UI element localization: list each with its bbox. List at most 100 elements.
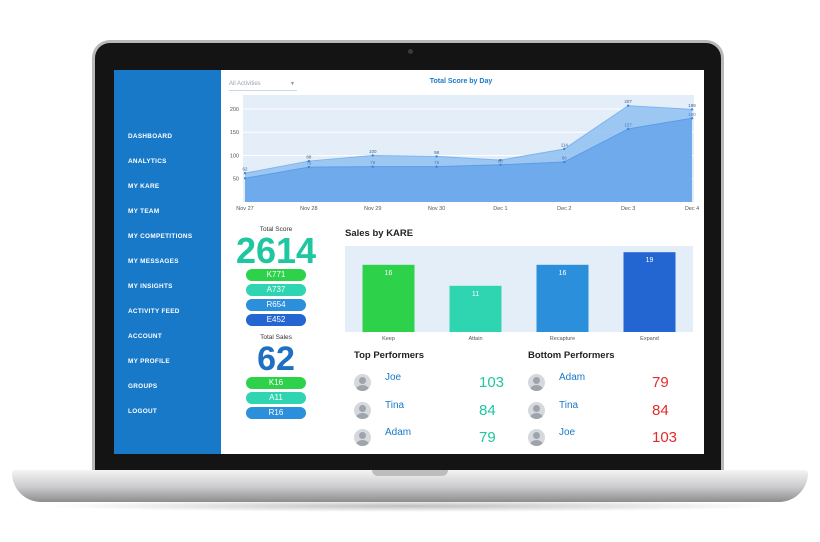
laptop-base [12, 470, 808, 502]
data-label: 80 [498, 158, 504, 163]
data-point [435, 155, 438, 158]
area-chart-title: Total Score by Day [429, 78, 493, 85]
data-point [435, 165, 438, 168]
data-point [626, 127, 630, 131]
data-point [371, 165, 374, 168]
app-screen: DASHBOARD ANALYTICS MY KARE MY TEAM MY C… [114, 70, 704, 454]
data-point [563, 160, 566, 164]
performer-score: 84 [652, 402, 669, 419]
bottom-performer-row[interactable]: Tina 84 [528, 400, 688, 422]
y-tick-label: 50 [233, 177, 239, 183]
data-point [499, 163, 502, 166]
y-tick-label: 150 [230, 130, 239, 136]
x-tick-label: Nov 27 [236, 206, 253, 212]
activity-filter-select[interactable]: All Activities ▼ [229, 79, 297, 91]
performer-name: Joe [385, 372, 402, 383]
x-tick-label: Nov 28 [300, 206, 317, 212]
performer-score: 103 [652, 429, 678, 446]
x-tick-label: Dec 1 [493, 206, 507, 212]
data-label: 114 [561, 142, 569, 147]
score-pill-recapture: R654 [246, 299, 306, 311]
total-sales-breakdown: K16 A11 R16 [229, 377, 323, 419]
sidebar-item-my-profile[interactable]: MY PROFILE [128, 358, 170, 365]
top-performers-title: Top Performers [354, 350, 425, 361]
total-score-area-chart: 50 100 150 200 62 88 100 98 114 207 199 75 76 76 80 86 1… [230, 95, 699, 212]
data-point [690, 117, 694, 120]
data-point [307, 159, 311, 163]
bar-expand [623, 252, 676, 332]
bottom-performer-row[interactable]: Adam 79 [528, 372, 688, 394]
sidebar-item-my-messages[interactable]: MY MESSAGES [128, 258, 179, 265]
total-score-breakdown: K771 A737 R654 E452 [229, 269, 323, 326]
data-point [243, 171, 247, 175]
data-label: 76 [434, 160, 440, 165]
performer-score: 84 [479, 402, 496, 419]
sales-pill-recapture: R16 [246, 407, 306, 419]
camera-icon [408, 49, 413, 54]
chevron-down-icon: ▼ [290, 81, 295, 87]
sidebar-item-my-kare[interactable]: MY KARE [128, 183, 160, 190]
bar-attain [449, 285, 502, 332]
top-performer-row[interactable]: Joe 103 [354, 372, 514, 394]
sidebar-nav: DASHBOARD ANALYTICS MY KARE MY TEAM MY C… [128, 132, 192, 432]
bar-value-label: 11 [472, 291, 479, 298]
x-tick-label: Nov 30 [428, 206, 445, 212]
sidebar-item-my-team[interactable]: MY TEAM [128, 208, 160, 215]
kare-chart-title: Sales by KARE [345, 228, 414, 239]
data-label: 86 [562, 155, 568, 160]
total-score-value: 2614 [235, 230, 317, 271]
data-point [499, 158, 502, 162]
avatar-icon [528, 402, 545, 419]
bar-value-label: 19 [646, 257, 654, 264]
laptop-shadow [40, 500, 780, 512]
data-point [243, 177, 247, 180]
avatar-icon [354, 374, 371, 391]
performer-name: Adam [559, 372, 586, 383]
laptop-notch [372, 470, 448, 476]
performer-score: 79 [652, 374, 669, 391]
sidebar-item-dashboard[interactable]: DASHBOARD [128, 133, 173, 140]
x-tick-label: Dec 4 [685, 206, 699, 212]
sales-pill-attain: A11 [246, 392, 306, 404]
bottom-performers-title: Bottom Performers [528, 350, 615, 361]
bottom-performer-row[interactable]: Joe 103 [528, 427, 688, 449]
top-performer-row[interactable]: Tina 84 [354, 400, 514, 422]
total-sales-value: 62 [257, 340, 295, 378]
sales-by-kare-bar-chart: 16 Keep 11 Attain 16 Recapture 19 Expand [345, 246, 693, 342]
sidebar-item-my-competitions[interactable]: MY COMPETITIONS [128, 233, 193, 240]
data-point [307, 165, 311, 169]
sales-pill-keep: K16 [246, 377, 306, 389]
bar-value-label: 16 [385, 270, 393, 277]
score-pill-expand: E452 [246, 314, 306, 326]
avatar-icon [528, 429, 545, 446]
performer-name: Joe [559, 427, 576, 438]
x-tick-label: Attain [468, 336, 482, 342]
data-label: 88 [306, 155, 312, 160]
data-label: 207 [624, 99, 632, 104]
x-tick-label: Nov 29 [364, 206, 381, 212]
bar-keep [362, 264, 415, 332]
sidebar-item-groups[interactable]: GROUPS [128, 383, 158, 390]
performer-score: 103 [479, 374, 505, 391]
data-point [371, 154, 374, 157]
top-performer-row[interactable]: Adam 79 [354, 427, 514, 449]
x-tick-label: Dec 3 [621, 206, 635, 212]
data-label: 75 [306, 161, 312, 166]
performer-score: 79 [479, 429, 496, 446]
avatar-icon [354, 429, 371, 446]
sidebar-item-logout[interactable]: LOGOUT [128, 408, 158, 415]
avatar-icon [528, 374, 545, 391]
performer-name: Adam [385, 427, 412, 438]
data-label: 180 [688, 112, 696, 117]
sidebar-item-activity-feed[interactable]: ACTIVITY FEED [128, 308, 180, 315]
total-score-label: Total Score [259, 226, 293, 233]
sidebar-item-account[interactable]: ACCOUNT [128, 333, 163, 340]
sidebar-item-analytics[interactable]: ANALYTICS [128, 158, 167, 165]
activity-filter-value: All Activities [229, 81, 261, 87]
sidebar-item-my-insights[interactable]: MY INSIGHTS [128, 283, 173, 290]
bar-recapture [536, 264, 589, 332]
data-point [563, 147, 566, 151]
bar-value-label: 16 [559, 270, 567, 277]
x-tick-label: Keep [382, 336, 395, 342]
